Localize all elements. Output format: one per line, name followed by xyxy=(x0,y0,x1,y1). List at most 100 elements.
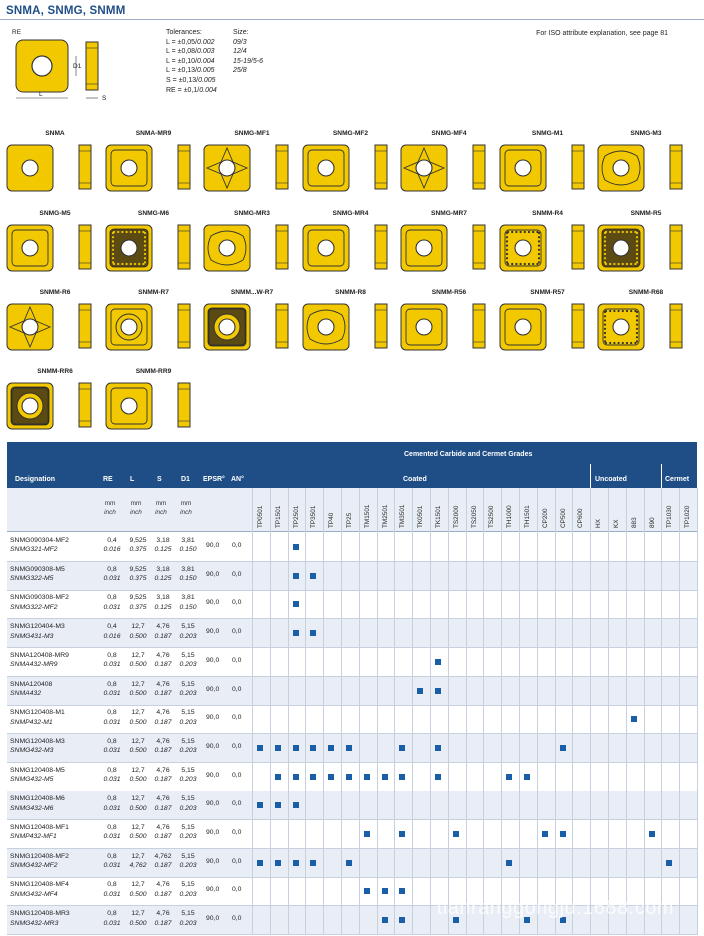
grade-column-label: TP25 xyxy=(346,512,353,528)
value-inch: 0.203 xyxy=(179,833,197,841)
grade-column-label: CP600 xyxy=(577,508,585,528)
unit-l-inch: inch xyxy=(130,509,142,516)
value-mm: 12,7 xyxy=(131,852,145,860)
diagram-label-l: L xyxy=(39,91,43,98)
grade-availability-mark xyxy=(346,773,352,780)
insert-name: SNMM-R68 xyxy=(628,289,664,296)
col-re: RE xyxy=(103,476,113,483)
grade-availability-mark xyxy=(435,744,441,751)
value-mm: 4,76 xyxy=(156,709,170,717)
grade-column-divider xyxy=(394,488,396,935)
value-mm: 5,15 xyxy=(181,795,195,803)
row-d1: 5,15 0.203 xyxy=(175,622,201,641)
value-inch: 0.031 xyxy=(103,661,121,669)
row-designation: SNMG120408-MF1 SNMP432-MF1 xyxy=(10,823,69,842)
row-re: 0,8 0.031 xyxy=(99,852,125,871)
grade-availability-mark xyxy=(292,802,299,809)
value-mm: 0,8 xyxy=(107,737,117,745)
grade-availability-mark xyxy=(363,831,370,837)
insert-name: SNMG-M6 xyxy=(137,210,170,217)
value-inch: 0.187 xyxy=(154,862,172,870)
row-designation: SNMG120408-M1 SNMP432-M1 xyxy=(10,708,65,727)
grade-column-divider xyxy=(358,488,360,935)
grade-availability-mark xyxy=(452,917,459,924)
value-inch: 0.031 xyxy=(103,890,121,898)
value-inch: 0.187 xyxy=(154,776,172,783)
insert-item: SNMA-MR9 xyxy=(105,130,203,208)
sizes-block: Size: 09/3 12/4 15-19/5-6 25/8 xyxy=(233,28,263,76)
row-epsr: 90,0 xyxy=(206,714,220,722)
row-epsr: 90,0 xyxy=(206,542,220,549)
grade-column-label: TS2000 xyxy=(452,505,460,528)
insert-item: SNMM-R8 xyxy=(302,289,400,367)
table-row: SNMG120408-M1 SNMP432-M1 0,8 0.031 12,7 0.500… xyxy=(7,705,697,735)
row-d1: 3,81 0.150 xyxy=(175,593,201,612)
row-s: 4,76 0.187 xyxy=(150,622,176,641)
designation-primary: SNMG120408-MF1 xyxy=(10,824,69,831)
grade-availability-mark xyxy=(310,773,317,780)
grade-availability-mark xyxy=(559,744,566,751)
insert-item: SNMM-R68 xyxy=(597,289,695,367)
value-inch: 0.150 xyxy=(179,575,197,583)
value-mm: 4,76 xyxy=(156,651,170,659)
row-s: 4,76 0.187 xyxy=(150,680,176,699)
value-mm: 4,76 xyxy=(156,623,170,631)
value-inch: 0.187 xyxy=(154,632,172,640)
value-mm: 4,76 xyxy=(156,795,170,803)
grade-availability-mark xyxy=(524,917,530,924)
value-mm: 3,81 xyxy=(181,594,195,602)
designation-primary: SNMG120408-M3 xyxy=(10,737,65,745)
value-mm: 5,15 xyxy=(181,881,195,889)
designation-secondary: SNMG432-M5 xyxy=(10,776,54,783)
row-epsr: 90,0 xyxy=(206,829,220,836)
tolerance-line: S = ±0,13/0.005 xyxy=(166,76,216,84)
insert-name: SNMM-R4 xyxy=(532,210,563,217)
value-inch: 0.016 xyxy=(103,546,121,554)
insert-top-view xyxy=(203,144,251,192)
row-l: 12,7 0.500 xyxy=(125,680,151,699)
value-mm: 0,8 xyxy=(107,651,117,659)
row-designation: SNMA120408-MR9 SNMA432-MR9 xyxy=(10,651,69,670)
insert-top-view xyxy=(6,303,54,351)
designation-secondary: SNMG432-M3 xyxy=(10,747,54,755)
value-mm: 0,8 xyxy=(107,766,117,774)
grade-availability-mark xyxy=(524,773,530,780)
row-designation: SNMG120408-M3 SNMG432-M3 xyxy=(10,737,65,756)
row-epsr: 90,0 xyxy=(206,656,220,664)
grade-availability-mark xyxy=(292,544,299,550)
grade-availability-mark xyxy=(452,831,459,837)
grade-availability-mark xyxy=(559,917,566,924)
insert-top-view xyxy=(203,303,251,351)
col-an: AN° xyxy=(231,476,244,483)
row-s: 3,18 0.125 xyxy=(150,536,176,555)
insert-top-view xyxy=(302,224,349,272)
grade-column-divider xyxy=(447,488,449,935)
row-d1: 5,15 0.203 xyxy=(175,680,201,699)
row-re: 0,8 0.031 xyxy=(99,708,125,727)
insert-side-view xyxy=(78,224,92,270)
row-l: 12,7 0.500 xyxy=(125,794,151,813)
value-mm: 4,76 xyxy=(156,737,170,745)
grade-column-divider xyxy=(501,488,503,935)
grade-availability-mark xyxy=(666,859,673,866)
value-inch: 0.500 xyxy=(129,833,147,841)
value-mm: 4,76 xyxy=(156,680,170,688)
row-re: 0,4 0.016 xyxy=(99,622,125,641)
section-uncoated: Uncoated xyxy=(595,476,627,483)
grade-column-divider xyxy=(305,488,307,935)
value-inch: 0.031 xyxy=(103,747,121,755)
row-an: 0,0 xyxy=(232,742,242,750)
insert-name: SNMM-R56 xyxy=(431,289,467,296)
row-an: 0,0 xyxy=(232,857,242,865)
insert-side-view xyxy=(669,224,683,270)
value-mm: 4,762 xyxy=(154,852,172,860)
row-s: 4,762 0.187 xyxy=(150,852,176,871)
designation-primary: SNMG120408-M1 xyxy=(10,709,65,717)
row-epsr: 90,0 xyxy=(206,771,220,779)
grade-column-divider xyxy=(536,488,538,935)
designation-primary: SNMG090308-MF2 xyxy=(10,594,69,602)
grade-availability-mark xyxy=(274,802,281,809)
designation-primary: SNMG120408-M5 xyxy=(10,766,65,774)
designation-primary: SNMA120408-MR9 xyxy=(10,651,69,659)
row-d1: 5,15 0.203 xyxy=(175,794,201,813)
